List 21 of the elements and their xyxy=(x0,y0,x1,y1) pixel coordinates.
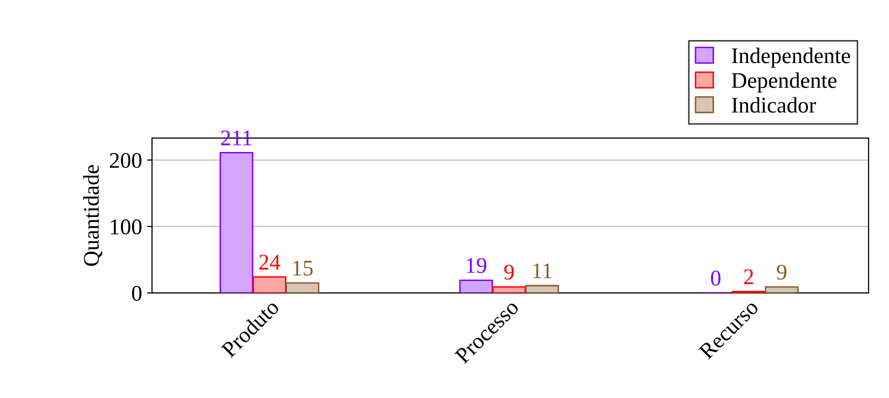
y-axis-title: Quantidade xyxy=(83,165,102,266)
data-label: 19 xyxy=(466,258,486,274)
bar xyxy=(764,286,799,293)
y-tick-label: 0 xyxy=(132,286,142,301)
legend-label: Dependente xyxy=(732,72,836,92)
y-tick-label: 100 xyxy=(110,219,142,234)
bar xyxy=(525,284,559,293)
legend-label: Independente xyxy=(732,48,850,68)
data-label: 24 xyxy=(259,254,280,270)
legend-label: Indicador xyxy=(732,97,816,113)
data-label: 0 xyxy=(711,270,720,286)
data-label: 11 xyxy=(533,263,552,278)
y-tick-label: 200 xyxy=(110,152,142,168)
bar xyxy=(459,280,493,293)
bar xyxy=(252,276,286,293)
data-label: 9 xyxy=(504,264,514,280)
bar xyxy=(220,152,254,293)
data-label: 9 xyxy=(776,264,786,280)
data-label: 15 xyxy=(293,260,313,276)
data-label: 2 xyxy=(744,269,754,284)
bar xyxy=(286,282,320,293)
